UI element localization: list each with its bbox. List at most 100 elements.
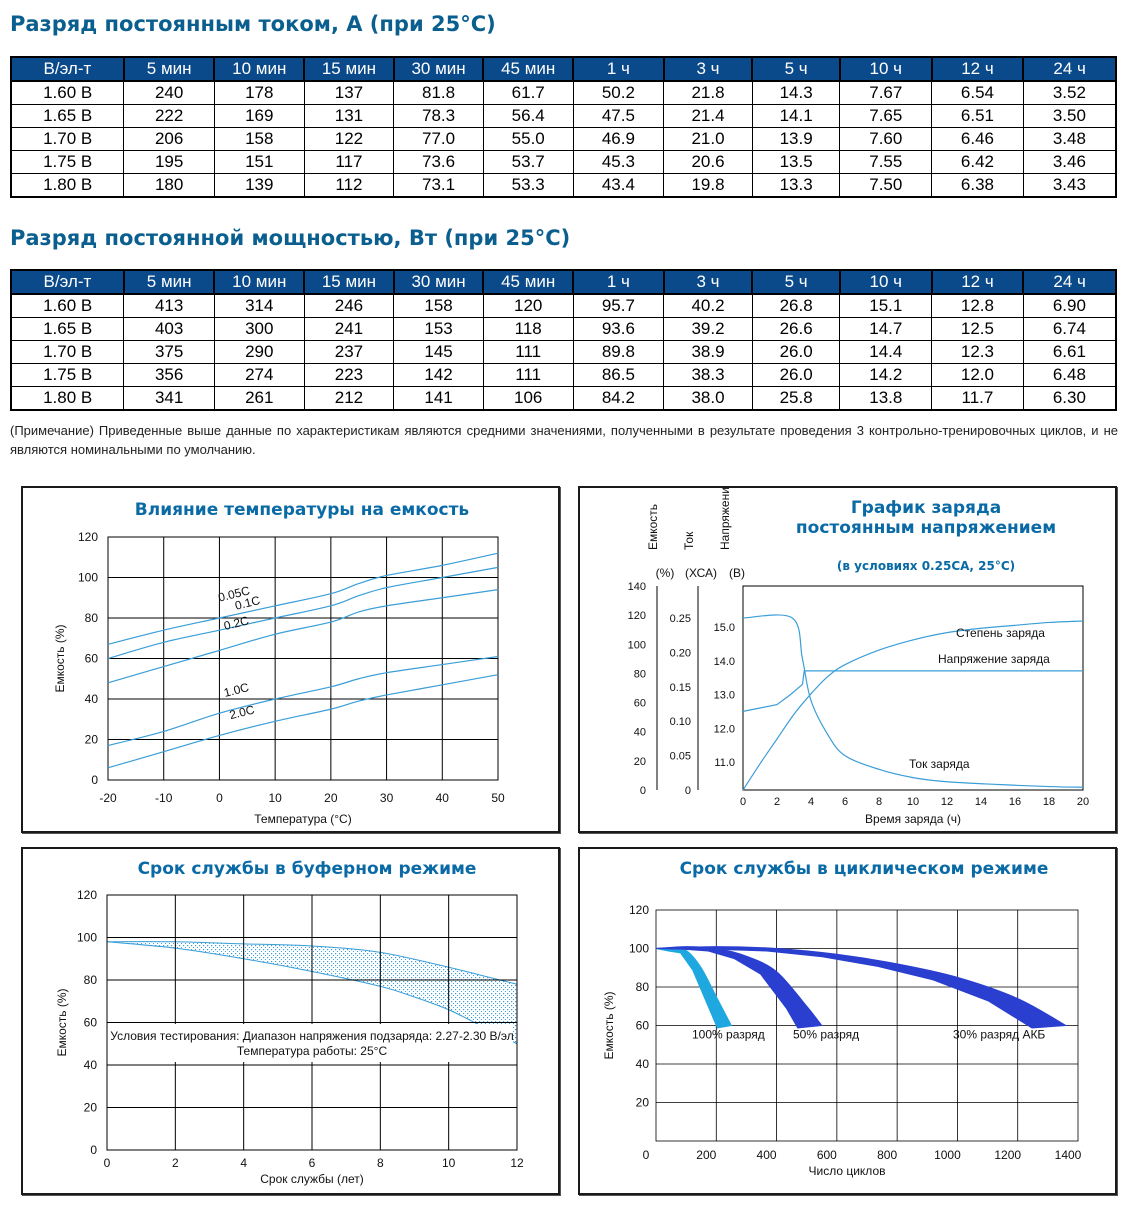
float-life-band xyxy=(107,941,517,1044)
table-cell: 7.60 xyxy=(839,127,933,151)
row-voltage-cell: 1.75 В xyxy=(10,363,125,387)
x-tick-label: 4 xyxy=(240,1156,247,1170)
table-cell: 206 xyxy=(123,127,215,151)
y-axis-label: Емкость (%) xyxy=(55,988,69,1056)
table-cell: 13.8 xyxy=(839,386,933,411)
table-cell: 6.90 xyxy=(1022,293,1117,318)
x-tick-label: 0 xyxy=(216,791,223,805)
table-cell: 246 xyxy=(303,293,395,318)
table-cell: 222 xyxy=(123,104,215,128)
table-row: 1.60 В 413 314 246 158 120 95.7 40.2 26.8 15.1 12.… xyxy=(10,293,1117,318)
table-cell: 50.2 xyxy=(572,80,665,105)
footnote: (Примечание) Приведенные выше данные по … xyxy=(10,423,1118,457)
table-row: 1.80 В 341 261 212 141 106 84.2 38.0 25.8 13.8 11.… xyxy=(10,386,1117,411)
table-cell: 7.65 xyxy=(839,104,933,128)
cycle-life-band xyxy=(655,946,1068,1029)
capacity-tick-label: 0 xyxy=(640,785,646,797)
x-axis-label: Срок службы (лет) xyxy=(260,1172,364,1186)
x-tick-label: -10 xyxy=(155,791,173,805)
table-cell: 237 xyxy=(303,340,395,364)
table-cell: 19.8 xyxy=(663,173,753,198)
capacity-curve xyxy=(107,552,499,645)
table-cell: 13.5 xyxy=(751,150,841,174)
x-tick-label: 2 xyxy=(172,1156,179,1170)
series-label: 30% разряд АКБ xyxy=(953,1028,1045,1042)
series-label: Ток заряда xyxy=(909,757,970,771)
series-label: 1.0С xyxy=(222,680,250,700)
capacity-curve xyxy=(107,674,499,769)
table-cell: 180 xyxy=(123,173,215,198)
row-voltage-cell: 1.60 В xyxy=(10,80,125,105)
column-header: 24 ч xyxy=(1022,56,1117,82)
table-cell: 158 xyxy=(213,127,305,151)
axis-header-name: Емкость xyxy=(646,504,660,550)
table-cell: 3.50 xyxy=(1022,104,1117,128)
table-cell: 77.0 xyxy=(393,127,484,151)
current-table-title: Разряд постоянным током, А (при 25°С) xyxy=(10,12,496,36)
table-cell: 38.3 xyxy=(663,363,753,387)
column-header: В/эл-т xyxy=(10,269,125,295)
annotation-line2: Температура работы: 25°С xyxy=(237,1044,388,1058)
y-tick-label: 120 xyxy=(78,530,98,544)
series-label: 2.0С xyxy=(228,702,256,722)
table-cell: 158 xyxy=(393,293,484,318)
plot-frame xyxy=(742,585,1084,791)
x-axis-label: Число циклов xyxy=(809,1164,886,1178)
table-row: 1.70 В 206 158 122 77.0 55.0 46.9 21.0 13.9 7.60 6… xyxy=(10,127,1117,151)
x-tick-label: 12 xyxy=(941,796,953,808)
x-tick-label: 1000 xyxy=(934,1148,961,1162)
y-tick-label: 20 xyxy=(636,1096,650,1110)
row-voltage-cell: 1.60 В xyxy=(10,293,125,318)
x-tick-label: 50 xyxy=(491,791,505,805)
constant-voltage-charge-chart: График заряда постоянным напряжением (в ус… xyxy=(578,486,1117,833)
current-tick-label: 0.25 xyxy=(670,613,691,625)
row-voltage-cell: 1.70 В xyxy=(10,340,125,364)
current-tick-label: 0.20 xyxy=(670,647,691,659)
table-cell: 26.8 xyxy=(751,293,841,318)
table-cell: 26.0 xyxy=(751,340,841,364)
x-tick-label: 0 xyxy=(740,796,746,808)
x-tick-label: 18 xyxy=(1043,796,1055,808)
series-label: Напряжение заряда xyxy=(938,652,1050,666)
voltage-tick-label: 14.0 xyxy=(714,656,735,668)
table-cell: 142 xyxy=(393,363,484,387)
table-cell: 6.54 xyxy=(931,80,1024,105)
column-header: 30 мин xyxy=(392,269,485,295)
table-cell: 212 xyxy=(303,386,395,411)
table-cell: 21.8 xyxy=(663,80,753,105)
table-cell: 7.50 xyxy=(839,173,933,198)
y-tick-label: 20 xyxy=(84,1101,98,1115)
y-tick-label: 0 xyxy=(90,1143,97,1157)
table-cell: 314 xyxy=(213,293,305,318)
y-tick-label: 100 xyxy=(629,942,649,956)
charge-voltage-curve xyxy=(742,670,1083,712)
y-axis-label: Емкость (%) xyxy=(53,624,67,692)
x-tick-label: 10 xyxy=(442,1156,456,1170)
table-cell: 15.1 xyxy=(839,293,933,318)
row-voltage-cell: 1.65 В xyxy=(10,317,125,341)
column-header: 24 ч xyxy=(1022,269,1117,295)
x-tick-label: 6 xyxy=(309,1156,316,1170)
table-cell: 169 xyxy=(213,104,305,128)
voltage-tick-label: 11.0 xyxy=(714,757,735,769)
x-tick-label: 800 xyxy=(877,1148,897,1162)
table-cell: 111 xyxy=(482,340,574,364)
chart-title: Влияние температуры на емкость xyxy=(135,500,469,520)
series-label: 0.2С xyxy=(222,613,250,633)
table-cell: 25.8 xyxy=(751,386,841,411)
current-tick-label: 0.05 xyxy=(670,751,691,763)
table-cell: 153 xyxy=(393,317,484,341)
power-table-title: Разряд постоянной мощностью, Вт (при 25°… xyxy=(10,226,571,250)
capacity-curve xyxy=(107,589,499,684)
x-tick-label: 40 xyxy=(436,791,450,805)
table-cell: 13.9 xyxy=(751,127,841,151)
series-label: Степень заряда xyxy=(956,626,1045,640)
table-cell: 111 xyxy=(482,363,574,387)
table-cell: 38.9 xyxy=(663,340,753,364)
column-header: 1 ч xyxy=(572,56,665,82)
table-cell: 6.61 xyxy=(1022,340,1117,364)
column-header: 5 ч xyxy=(751,269,841,295)
table-cell: 141 xyxy=(393,386,484,411)
x-axis-label: Время заряда (ч) xyxy=(865,812,961,826)
